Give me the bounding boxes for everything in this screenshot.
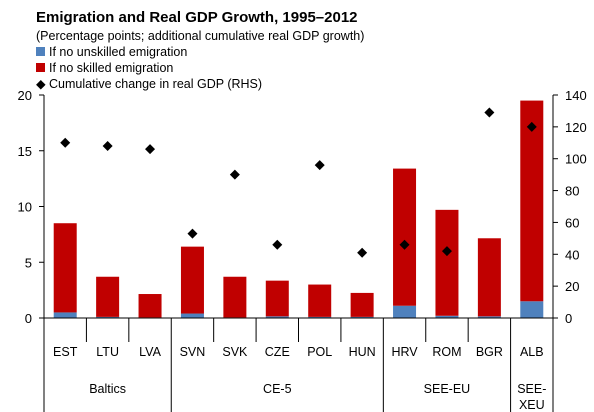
legend-swatch-unskilled bbox=[36, 47, 45, 56]
bar-skilled bbox=[350, 292, 374, 317]
category-label: EST bbox=[53, 345, 78, 359]
bar-unskilled bbox=[350, 316, 374, 318]
y-left-tick-label: 15 bbox=[18, 144, 32, 159]
legend-diamond-icon: ◆ bbox=[36, 77, 46, 91]
y-right-tick-label: 20 bbox=[565, 279, 579, 294]
category-label: SVN bbox=[180, 345, 206, 359]
bar-unskilled bbox=[96, 316, 120, 318]
marker-gdp bbox=[441, 246, 452, 257]
y-right-tick-label: 80 bbox=[565, 184, 579, 199]
bar-unskilled bbox=[477, 316, 501, 318]
category-label: ALB bbox=[520, 345, 544, 359]
bar-skilled bbox=[180, 246, 204, 314]
chart-title: Emigration and Real GDP Growth, 1995–201… bbox=[36, 9, 358, 26]
y-left-tick-label: 0 bbox=[25, 311, 32, 326]
bar-skilled bbox=[308, 284, 332, 317]
bar-skilled bbox=[53, 223, 77, 313]
bar-skilled bbox=[520, 100, 544, 302]
bar-skilled bbox=[265, 280, 289, 317]
bar-unskilled bbox=[435, 315, 459, 318]
marker-gdp bbox=[272, 239, 283, 250]
marker-gdp bbox=[145, 144, 156, 155]
marker-gdp bbox=[229, 169, 240, 180]
y-left-tick-label: 10 bbox=[18, 200, 32, 215]
legend-label-gdp: Cumulative change in real GDP (RHS) bbox=[49, 77, 262, 91]
group-label: XEU bbox=[519, 398, 545, 412]
marker-gdp bbox=[314, 160, 325, 171]
category-label: HRV bbox=[391, 345, 418, 359]
marker-gdp bbox=[357, 247, 368, 258]
legend: If no unskilled emigration If no skilled… bbox=[36, 45, 262, 91]
bar-unskilled bbox=[53, 312, 77, 318]
bar-unskilled bbox=[393, 305, 417, 318]
group-label: SEE- bbox=[517, 382, 546, 396]
bar-skilled bbox=[435, 209, 459, 316]
bar-skilled bbox=[393, 168, 417, 306]
bar-skilled bbox=[138, 294, 162, 318]
category-label: SVK bbox=[222, 345, 248, 359]
group-label: SEE-EU bbox=[424, 382, 471, 396]
y-right-tick-label: 60 bbox=[565, 215, 579, 230]
bar-unskilled bbox=[308, 316, 332, 318]
bar-unskilled bbox=[520, 301, 544, 318]
marker-gdp bbox=[526, 121, 537, 132]
category-label: HUN bbox=[349, 345, 376, 359]
marker-gdp bbox=[399, 239, 410, 250]
category-label: LTU bbox=[96, 345, 119, 359]
category-label: CZE bbox=[265, 345, 290, 359]
legend-swatch-skilled bbox=[36, 63, 45, 72]
y-right-tick-label: 140 bbox=[565, 88, 587, 103]
group-label: Baltics bbox=[89, 382, 126, 396]
marker-gdp bbox=[60, 137, 71, 148]
bar-unskilled bbox=[265, 316, 289, 318]
bar-skilled bbox=[223, 276, 247, 318]
category-label: POL bbox=[307, 345, 332, 359]
legend-label-skilled: If no skilled emigration bbox=[49, 61, 173, 75]
legend-label-unskilled: If no unskilled emigration bbox=[49, 45, 187, 59]
bar-skilled bbox=[477, 238, 501, 317]
category-label: LVA bbox=[139, 345, 161, 359]
bar-unskilled bbox=[180, 313, 204, 318]
y-left-tick-label: 20 bbox=[18, 88, 32, 103]
y-right-tick-label: 120 bbox=[565, 120, 587, 135]
chart-subtitle: (Percentage points; additional cumulativ… bbox=[36, 29, 364, 43]
marker-gdp bbox=[484, 107, 495, 118]
y-right-tick-label: 40 bbox=[565, 247, 579, 262]
category-label: BGR bbox=[476, 345, 503, 359]
group-label: CE-5 bbox=[263, 382, 292, 396]
y-right-tick-label: 100 bbox=[565, 152, 587, 167]
bar-skilled bbox=[96, 276, 120, 317]
plot-area: 0 5 10 15 20 0 20 40 60 80 100 120 140 EST LTU LVA SVN SV… bbox=[18, 88, 587, 412]
marker-gdp bbox=[102, 140, 113, 151]
marker-gdp bbox=[187, 228, 198, 239]
y-left-tick-label: 5 bbox=[25, 255, 32, 270]
y-right-tick-label: 0 bbox=[565, 311, 572, 326]
category-label: ROM bbox=[432, 345, 461, 359]
